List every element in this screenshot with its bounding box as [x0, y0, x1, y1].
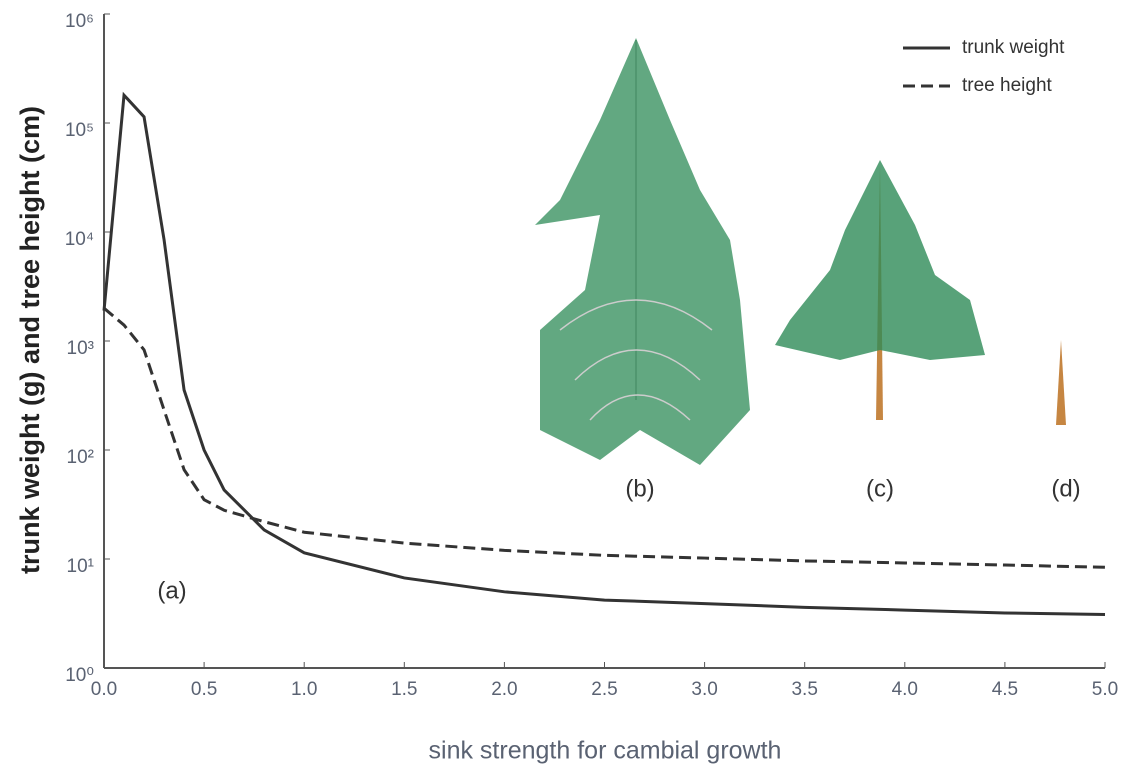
y-tick-label: 10⁵ — [65, 120, 94, 141]
y-tick-label: 10⁶ — [65, 11, 94, 32]
annotation: (c) — [866, 475, 894, 502]
tree-b — [535, 38, 750, 465]
x-tick-label: 0.5 — [191, 679, 217, 700]
x-axis-title: sink strength for cambial growth — [429, 737, 782, 765]
y-tick-label: 10⁰ — [65, 665, 94, 686]
x-tick-label: 4.0 — [892, 679, 918, 700]
legend-label: trunk weight — [962, 37, 1065, 58]
x-tick-label: 4.5 — [992, 679, 1018, 700]
y-tick-label: 10³ — [67, 338, 94, 359]
legend-label: tree height — [962, 75, 1053, 96]
line-series — [102, 91, 1106, 616]
tree-d — [1056, 340, 1066, 425]
line-series — [103, 307, 1106, 569]
y-axis-title: trunk weight (g) and tree height (cm) — [15, 106, 45, 574]
x-tick-label: 1.5 — [391, 679, 417, 700]
annotation: (d) — [1051, 475, 1080, 502]
x-tick-label: 3.5 — [791, 679, 817, 700]
x-tick-label: 2.5 — [591, 679, 617, 700]
x-tick-label: 2.0 — [491, 679, 517, 700]
y-tick-label: 10² — [67, 447, 94, 468]
x-tick-label: 1.0 — [291, 679, 317, 700]
x-tick-label: 3.0 — [691, 679, 717, 700]
annotation: (b) — [625, 475, 654, 502]
x-tick-label: 0.0 — [91, 679, 117, 700]
y-tick-label: 10⁴ — [65, 229, 94, 250]
tree-c — [775, 160, 985, 420]
x-tick-label: 5.0 — [1092, 679, 1118, 700]
annotation: (a) — [157, 577, 186, 604]
y-tick-label: 10¹ — [67, 556, 94, 577]
